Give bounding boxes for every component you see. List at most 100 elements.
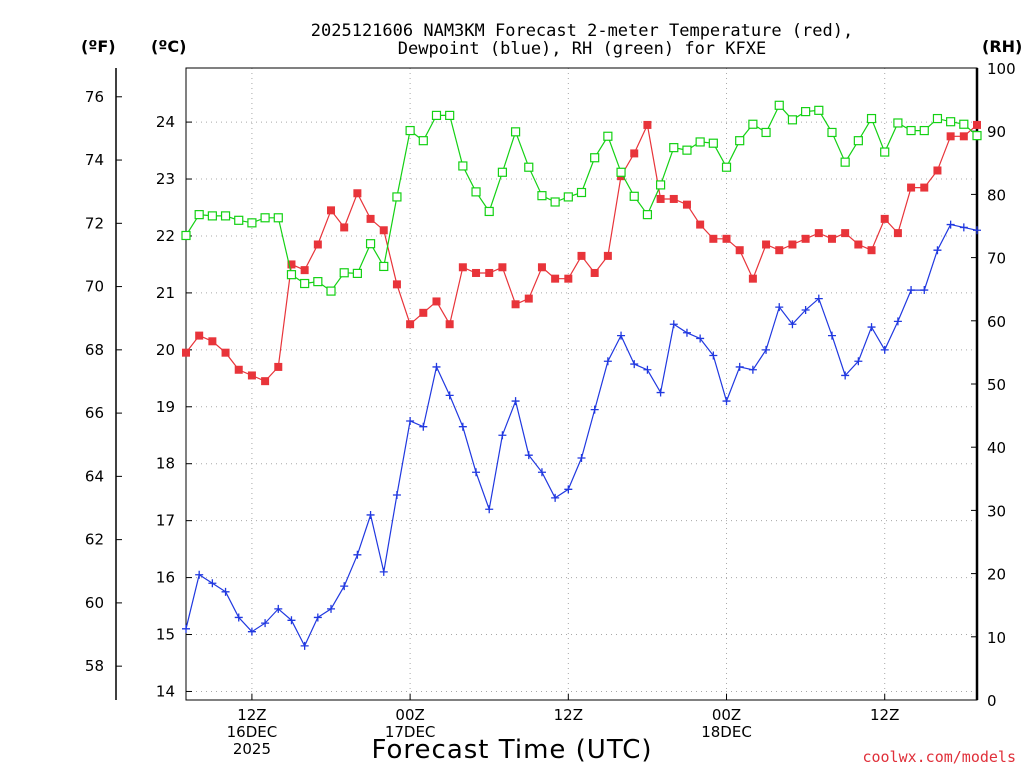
data-point [788, 320, 797, 329]
data-point [590, 268, 599, 277]
celsius-tick-label: 23 [156, 170, 175, 188]
data-point [748, 274, 757, 283]
data-point [919, 125, 929, 136]
data-point [775, 246, 784, 255]
data-point [300, 278, 310, 289]
celsius-tick-label: 15 [156, 626, 175, 644]
data-point [537, 191, 547, 201]
x-tick-label: 00Z [395, 706, 424, 724]
data-point [907, 286, 916, 295]
celsius-unit-label: (ºC) [151, 37, 186, 56]
data-point [853, 136, 863, 146]
data-point [287, 260, 296, 269]
data-point [866, 113, 877, 124]
gridlines [186, 68, 977, 700]
data-point [603, 251, 612, 260]
x-tick-label: 18DEC [701, 723, 752, 741]
data-point [511, 300, 520, 309]
data-point [260, 213, 270, 223]
data-point [458, 263, 467, 272]
celsius-tick-label: 21 [156, 284, 175, 302]
data-point [274, 604, 283, 613]
data-point [933, 246, 942, 255]
data-point [313, 240, 322, 249]
data-point [669, 320, 678, 329]
data-point [946, 117, 956, 127]
data-point [788, 240, 797, 249]
data-point [234, 215, 244, 225]
data-point [655, 180, 666, 190]
fahrenheit-tick-label: 72 [85, 214, 104, 232]
series-rh [181, 100, 982, 296]
data-point [471, 187, 481, 197]
data-point [682, 145, 692, 155]
series-dewpoint [182, 220, 981, 650]
data-point [893, 118, 903, 128]
data-point [537, 263, 546, 272]
data-point [366, 510, 375, 519]
data-point [656, 194, 665, 203]
data-point [603, 357, 612, 366]
data-point [353, 550, 362, 559]
rh-tick-label: 100 [987, 60, 1016, 78]
rh-tick-label: 10 [987, 629, 1006, 647]
data-point [814, 105, 824, 115]
data-point [630, 360, 639, 369]
data-point [379, 567, 388, 576]
data-point [379, 226, 388, 235]
data-point [880, 214, 889, 223]
data-point [405, 125, 415, 136]
data-point [642, 210, 653, 220]
data-point [827, 127, 837, 138]
data-point [339, 268, 349, 278]
data-point [326, 286, 336, 296]
data-point [603, 131, 613, 141]
fahrenheit-tick-label: 70 [85, 278, 104, 296]
fahrenheit-tick-label: 68 [85, 341, 104, 359]
x-tick-label: 12Z [554, 706, 583, 724]
rh-tick-label: 50 [987, 376, 1006, 394]
data-point [195, 331, 204, 340]
data-point [181, 230, 191, 241]
data-point [261, 619, 270, 628]
data-point [195, 570, 204, 579]
data-point [300, 266, 309, 275]
data-point [669, 143, 679, 153]
data-point [841, 229, 850, 238]
data-point [682, 328, 691, 337]
fahrenheit-tick-label: 64 [85, 467, 104, 485]
fahrenheit-tick-label: 60 [85, 594, 104, 612]
data-point [472, 268, 481, 277]
data-point [551, 493, 560, 502]
data-point [406, 417, 415, 426]
data-point [313, 277, 323, 287]
x-tick-label: 2025 [233, 740, 271, 758]
data-point [973, 120, 981, 129]
data-point [880, 345, 889, 354]
data-point [286, 270, 297, 280]
data-point [221, 348, 230, 357]
data-point [392, 491, 401, 500]
rh-tick-label: 0 [987, 692, 997, 710]
data-point [445, 320, 454, 329]
data-point [261, 377, 270, 386]
celsius-tick-label: 24 [156, 113, 175, 131]
data-point [511, 397, 520, 406]
data-point [392, 280, 401, 289]
data-point [182, 624, 190, 633]
data-point [234, 365, 243, 374]
data-point [787, 115, 798, 125]
rh-tick-label: 70 [987, 250, 1006, 268]
data-point [352, 268, 362, 278]
data-point [907, 183, 916, 192]
data-point [485, 505, 494, 514]
data-point [247, 218, 257, 228]
data-point [445, 391, 454, 400]
data-point [498, 431, 507, 440]
data-point [695, 137, 705, 147]
data-point [801, 107, 811, 117]
data-point [616, 167, 626, 177]
x-tick-label: 16DEC [227, 723, 278, 741]
data-point [194, 210, 204, 220]
